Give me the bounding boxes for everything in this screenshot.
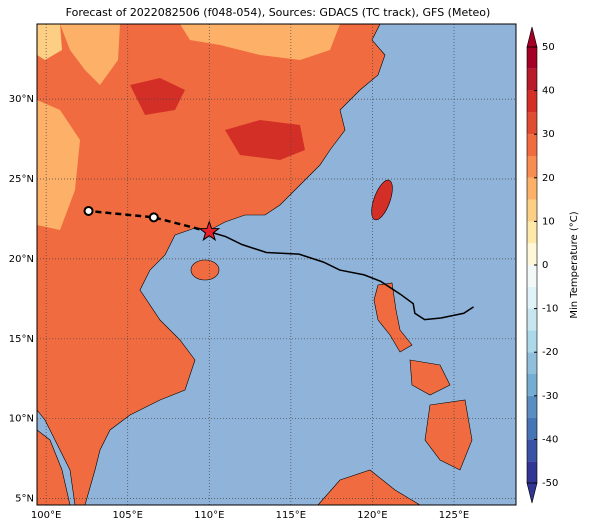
- colorbar-bin: [527, 265, 537, 287]
- colorbar-bin: [527, 286, 537, 309]
- lon-tick-label: 120°E: [357, 510, 387, 521]
- cool-region: [180, 24, 340, 60]
- lon-tick-label: 115°E: [276, 510, 306, 521]
- colorbar-tick-label: 30: [542, 129, 555, 140]
- taiwan: [371, 179, 393, 221]
- track-line: [209, 231, 474, 321]
- colorbar-bin: [527, 461, 537, 483]
- warm-region: [225, 120, 305, 160]
- lat-tick-label: 15°N: [9, 334, 34, 345]
- colorbar-bin: [527, 199, 537, 222]
- colorbar-bin: [527, 134, 537, 156]
- colorbar: 50 40 30 20 10 0 -10 -20 -30 -40 -50: [526, 26, 558, 504]
- colorbar-tick-label: -40: [542, 434, 558, 445]
- lon-tick-label: 125°E: [439, 510, 469, 521]
- colorbar-bin: [527, 90, 537, 113]
- map-title: Forecast of 2022082506 (f048-054), Sourc…: [66, 6, 491, 19]
- colorbar-bin: [527, 308, 537, 331]
- sumatra: [37, 429, 71, 505]
- colorbar-bin: [527, 417, 537, 440]
- track: [83, 205, 474, 321]
- colorbar-tick-label: 40: [542, 86, 555, 97]
- lon-tick-label: 100°E: [31, 510, 61, 521]
- colorbar-tick-label: 0: [542, 260, 548, 271]
- colorbar-bin: [527, 439, 537, 462]
- lat-tick-label: 5°N: [15, 494, 34, 505]
- colorbar-bin: [527, 395, 537, 418]
- lat-tick-label: 20°N: [9, 254, 34, 265]
- luzon: [373, 282, 413, 353]
- current-position: [198, 220, 221, 242]
- colorbar-bin: [527, 352, 537, 374]
- colorbar-label: Min Temperature (°C): [569, 211, 580, 318]
- colorbar-tick-label: -50: [542, 478, 558, 489]
- grid: [37, 24, 516, 505]
- colorbar-bin: [527, 68, 537, 91]
- colorbar-tick-label: -10: [542, 304, 558, 315]
- cool-region: [37, 24, 62, 60]
- colorbar-bin: [527, 156, 537, 178]
- colorbar-tick-label: 10: [542, 216, 555, 227]
- mindanao: [424, 399, 473, 471]
- colorbar-bin: [527, 112, 537, 135]
- colorbar-tick-label: -20: [542, 347, 558, 358]
- map-area: [37, 24, 516, 505]
- borneo: [317, 469, 421, 505]
- colorbar-bin: [527, 330, 537, 353]
- colorbar-bin: [527, 374, 537, 396]
- visayas: [409, 359, 451, 396]
- colorbar-extend-bottom: [526, 482, 538, 504]
- cool-region: [37, 100, 80, 230]
- lon-tick-label: 110°E: [194, 510, 224, 521]
- cool-region: [60, 24, 120, 85]
- map-frame: [36, 23, 517, 506]
- colorbar-extend-top: [526, 26, 538, 48]
- lon-tick-label: 105°E: [113, 510, 143, 521]
- warm-region: [130, 78, 185, 115]
- lat-tick-label: 25°N: [9, 174, 34, 185]
- colorbar-bin: [527, 221, 537, 244]
- forecast-line: [88, 209, 210, 233]
- colorbar-tick-label: 50: [542, 42, 555, 53]
- colorbar-bin: [527, 47, 537, 69]
- hainan: [190, 259, 220, 281]
- colorbar-tick-label: 20: [542, 173, 555, 184]
- lat-tick-label: 30°N: [9, 94, 34, 105]
- colorbar-bin: [527, 243, 537, 265]
- forecast-point: [83, 205, 94, 216]
- colorbar-tick-label: -30: [542, 391, 558, 402]
- lat-tick-label: 10°N: [9, 414, 34, 425]
- forecast-point: [148, 212, 159, 223]
- colorbar-bin: [527, 177, 537, 200]
